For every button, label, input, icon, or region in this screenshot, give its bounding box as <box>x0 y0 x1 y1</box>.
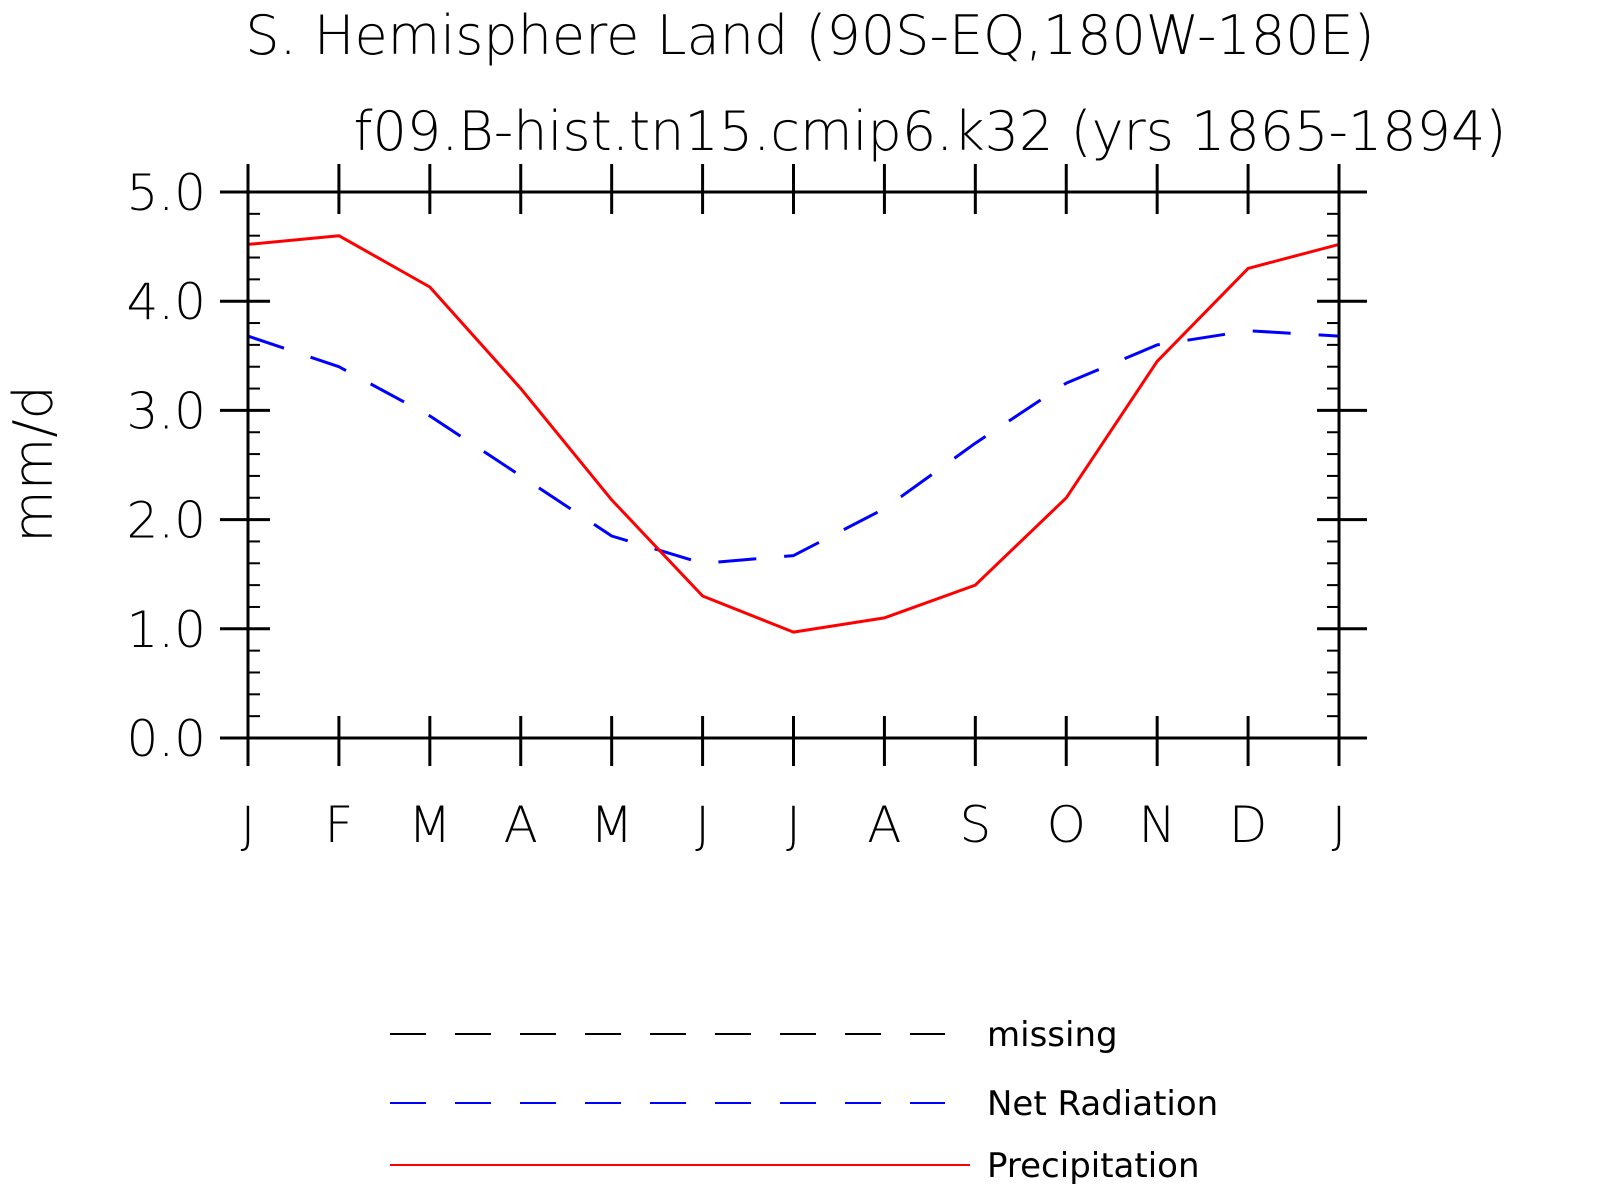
series-layer <box>247 234 1340 634</box>
y-tick-labels: 0.0 1.0 2.0 3.0 4.0 5.0 <box>126 164 206 768</box>
x-tick-label: A <box>504 796 538 854</box>
x-tick-label: M <box>408 796 451 854</box>
x-tick-label: J <box>241 796 256 854</box>
x-tick-label: F <box>325 796 354 854</box>
legend-label: Precipitation <box>987 1146 1200 1186</box>
y-minor-ticks <box>248 212 1339 718</box>
series-line-net-radiation <box>247 329 1340 565</box>
plot-frame <box>246 190 1341 740</box>
x-tick-label: N <box>1138 796 1175 854</box>
y-tick-label: 2.0 <box>126 492 206 550</box>
y-tick-label: 4.0 <box>126 273 206 331</box>
chart-title: S. Hemisphere Land (90S-EQ,180W-180E) <box>245 4 1375 67</box>
x-tick-label: O <box>1047 796 1086 854</box>
x-tick-label: J <box>695 796 710 854</box>
chart-subtitle: f09.B-hist.tn15.cmip6.k32 (yrs 1865-1894… <box>354 100 1507 163</box>
y-tick-label: 3.0 <box>126 382 206 440</box>
major-ticks <box>220 164 1367 766</box>
x-tick-label: J <box>786 796 801 854</box>
y-tick-label: 0.0 <box>126 710 206 768</box>
x-tick-label: J <box>1332 796 1347 854</box>
series-line-precipitation <box>247 234 1340 634</box>
legend-label: missing <box>987 1015 1118 1055</box>
legend-label: Net Radiation <box>987 1084 1218 1124</box>
plot-area <box>220 164 1367 766</box>
x-tick-label: M <box>590 796 633 854</box>
x-tick-label: A <box>867 796 901 854</box>
y-tick-label: 5.0 <box>126 164 206 222</box>
y-axis-label: mm/d <box>2 385 65 543</box>
legend: missing Net Radiation Precipitation <box>390 1015 1218 1186</box>
y-tick-label: 1.0 <box>126 601 206 659</box>
x-tick-label: D <box>1229 796 1268 854</box>
x-tick-label: S <box>959 796 991 854</box>
